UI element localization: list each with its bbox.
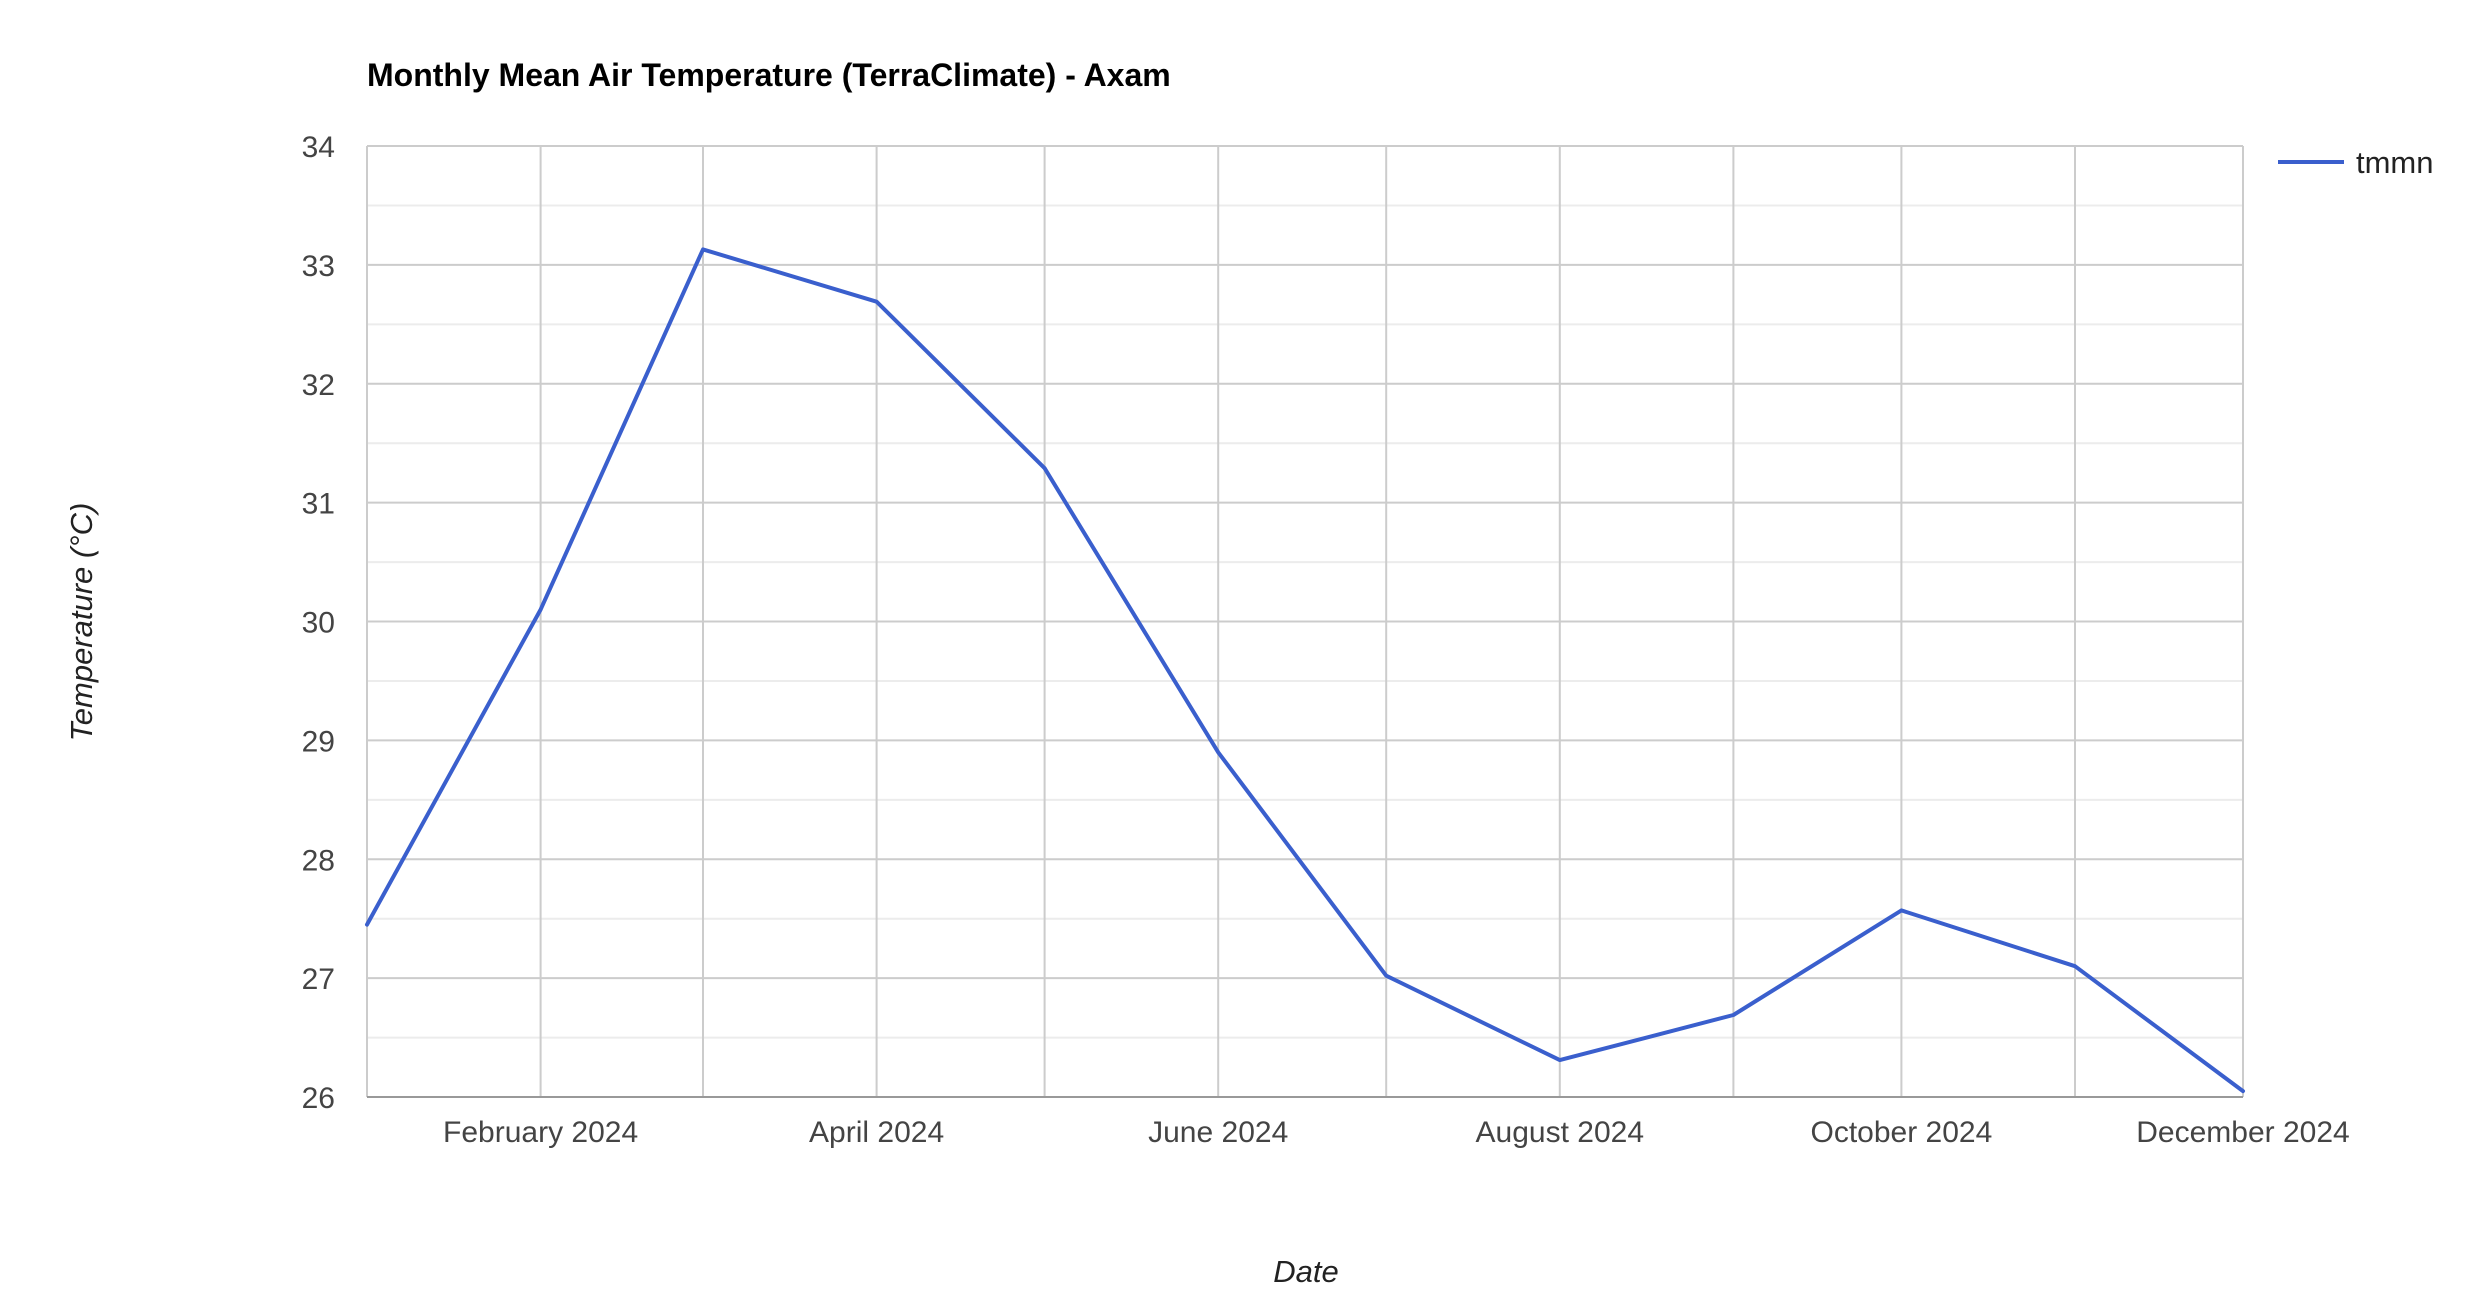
y-tick-label: 32 — [302, 369, 335, 402]
y-tick-label: 30 — [302, 607, 335, 640]
y-tick-label: 27 — [302, 963, 335, 996]
major-gridlines — [366, 145, 2244, 1098]
x-tick-label: August 2024 — [1476, 1116, 1644, 1149]
x-tick-label: October 2024 — [1811, 1116, 1993, 1149]
x-axis-title: Date — [1273, 1254, 1338, 1289]
y-tick-label: 34 — [302, 131, 335, 164]
x-tick-label: June 2024 — [1148, 1116, 1288, 1149]
x-tick-label: December 2024 — [2136, 1116, 2349, 1149]
y-tick-label: 26 — [302, 1082, 335, 1115]
series-line-tmmn — [365, 247, 2245, 1094]
y-tick-label: 33 — [302, 250, 335, 283]
y-tick-label: 29 — [302, 725, 335, 758]
x-tick-label: February 2024 — [443, 1116, 638, 1149]
y-axis-ticks: 26 27 28 29 30 31 32 33 34 — [302, 131, 335, 1115]
series-layer — [365, 247, 2245, 1094]
legend-label-tmmn: tmmn — [2356, 145, 2434, 180]
y-tick-label: 31 — [302, 488, 335, 521]
x-tick-label: April 2024 — [809, 1116, 944, 1149]
legend: tmmn — [2278, 145, 2434, 180]
y-tick-label: 28 — [302, 844, 335, 877]
chart-title: Monthly Mean Air Temperature (TerraClima… — [367, 57, 1171, 93]
x-axis-ticks: February 2024 April 2024 June 2024 August 2… — [443, 1116, 2350, 1149]
minor-gridlines — [367, 204, 2243, 1039]
y-axis-title: Temperature (°C) — [64, 503, 99, 742]
